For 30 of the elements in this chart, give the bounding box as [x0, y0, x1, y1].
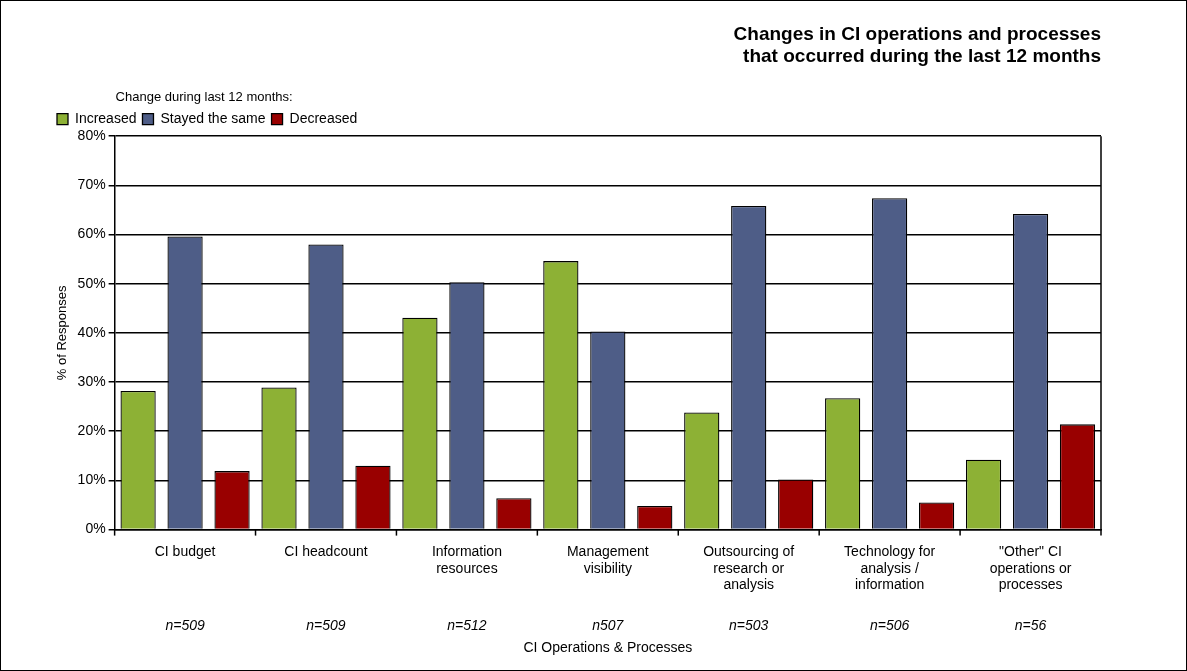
legend-title: Change during last 12 months: [115, 88, 293, 104]
y-tick-label: 30% [77, 372, 106, 389]
y-tick-label: 10% [77, 471, 106, 488]
y-tick-label: 80% [77, 127, 106, 144]
x-tick-label: Management visibility [566, 542, 649, 576]
y-tick-label: 70% [77, 176, 106, 193]
chart-title: Changes in CI operations and processes that occurred during the last 12 months [733, 22, 1101, 67]
text: n=509 [165, 616, 205, 633]
x-tick-label: Technology for analysis / information [844, 542, 936, 593]
text: n=509 [306, 616, 346, 633]
y-tick-label: 50% [77, 274, 106, 291]
text: n=506 [869, 616, 910, 633]
x-axis-title: CI Operations & Processes [523, 638, 693, 655]
y-tick-label: 60% [77, 225, 106, 242]
legend-label: Decreased [289, 110, 358, 127]
legend-label: Stayed the same [160, 110, 266, 127]
legend-label: Increased [75, 110, 137, 127]
y-tick-label: 40% [77, 323, 106, 340]
y-tick-label: 20% [77, 422, 106, 439]
x-tick-label: "Other" CI operations or processes [989, 542, 1072, 593]
text: n=512 [447, 616, 487, 633]
y-axis-title: % of Responses [54, 285, 70, 381]
text: n507 [592, 616, 625, 633]
x-tick-label: Information resources [431, 542, 502, 576]
y-tick-label: 0% [85, 520, 106, 537]
x-tick-label: Outsourcing of research or analysis [703, 542, 795, 593]
text: n=503 [729, 616, 769, 633]
text: n=56 [1014, 616, 1047, 633]
x-tick-label: CI budget [154, 542, 216, 559]
x-tick-label: CI headcount [284, 542, 368, 559]
